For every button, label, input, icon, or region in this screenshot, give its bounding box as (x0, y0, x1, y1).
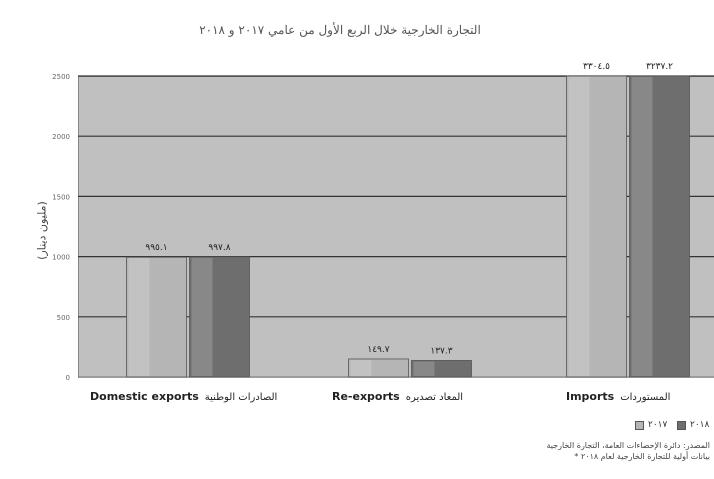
category-label-domestic-exports: Domestic exports الصادرات الوطنية (90, 390, 277, 403)
y-tick-label: 1000 (52, 254, 70, 262)
bar-highlight (191, 257, 213, 376)
y-tick-label: 2000 (52, 133, 70, 141)
data-label: ١٤٩.٧ (367, 345, 389, 355)
bar-٢٠١٨-0 (189, 256, 250, 378)
legend-swatch (635, 420, 644, 430)
source-notes: المصدر: دائرة الإحصاءات العامة، التجارة … (450, 440, 710, 462)
chart-title: التجارة الخارجية خلال الربع الأول من عام… (199, 23, 481, 37)
category-label-en: Imports (566, 390, 615, 403)
data-label: ٩٩٥.١ (145, 243, 167, 253)
bar-٢٠١٧-0 (126, 256, 187, 378)
y-tick-label: 2500 (52, 73, 70, 81)
bar-٢٠١٨-2 (629, 75, 690, 378)
source-note: المصدر: دائرة الإحصاءات العامة، التجارة … (546, 441, 710, 450)
category-label-ar: المستوردات (620, 392, 671, 403)
category-label-ar: المعاد تصديره (405, 392, 464, 403)
bar-٢٠١٨-1 (411, 360, 472, 378)
category-label-en: Re-exports (332, 390, 400, 403)
source-note: * بيانات أولية للتجارة الخارجية لعام ٢٠١… (574, 452, 710, 461)
category-label-re-exports: Re-exports المعاد تصديره (332, 390, 463, 403)
y-tick-label: 1500 (52, 193, 70, 201)
bar-highlight (413, 361, 435, 376)
bar-highlight (631, 77, 653, 376)
bar-٢٠١٧-1 (348, 358, 409, 378)
legend-item-2017: ٢٠١٧ (635, 420, 667, 430)
legend-item-2018: ٢٠١٨ (677, 420, 709, 430)
data-label: ٩٩٧.٨ (208, 243, 230, 253)
bar-highlight (568, 77, 590, 376)
category-label-en: Domestic exports (90, 390, 199, 403)
legend-label: ٢٠١٨ (690, 420, 710, 430)
category-label-ar: الصادرات الوطنية (204, 392, 278, 403)
y-tick-label: 0 (66, 374, 70, 382)
data-label: ١٣٧.٣ (430, 346, 452, 356)
bar-٢٠١٧-2 (566, 75, 627, 378)
data-label: ٣٢٣٧.٢ (646, 62, 673, 72)
legend-label: ٢٠١٧ (648, 420, 668, 430)
y-tick-label: 500 (57, 314, 70, 322)
legend-swatch (677, 420, 686, 430)
bar-highlight (128, 258, 150, 376)
category-label-imports: Imports المستوردات (566, 390, 670, 403)
bar-highlight (350, 359, 372, 376)
data-label: ٣٣٠٤.٥ (583, 62, 610, 72)
chart-legend: ٢٠١٧ ٢٠١٨ (635, 400, 714, 430)
